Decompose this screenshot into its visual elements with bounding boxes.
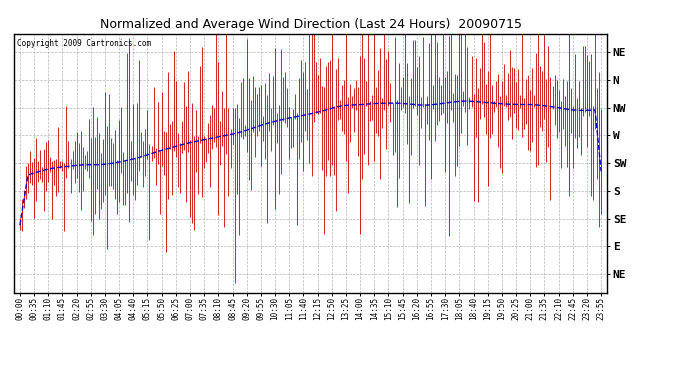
Text: Copyright 2009 Cartronics.com: Copyright 2009 Cartronics.com bbox=[17, 39, 151, 48]
Title: Normalized and Average Wind Direction (Last 24 Hours)  20090715: Normalized and Average Wind Direction (L… bbox=[99, 18, 522, 31]
